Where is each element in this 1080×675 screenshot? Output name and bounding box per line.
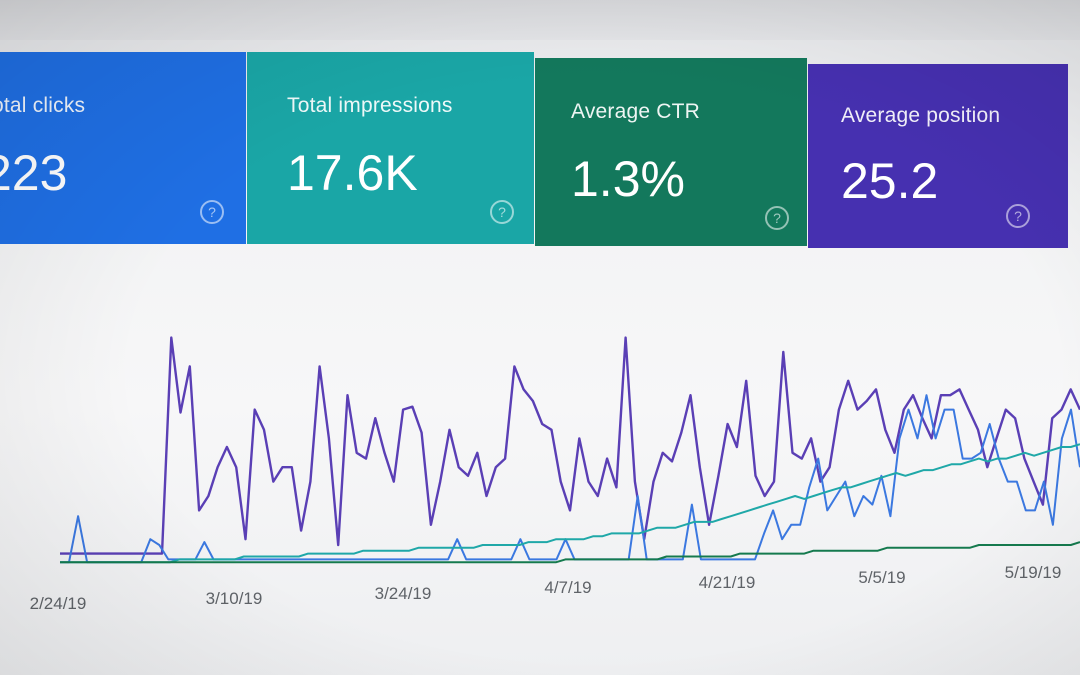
metric-value-clicks: 223 <box>0 145 68 201</box>
help-icon[interactable]: ? <box>765 206 789 230</box>
x-tick-label: 5/19/19 <box>1005 563 1062 582</box>
x-tick-label: 3/10/19 <box>206 589 263 608</box>
metric-label-position: Average position <box>841 104 1001 127</box>
metric-label-clicks: otal clicks <box>0 94 86 117</box>
x-tick-label: 4/21/19 <box>699 573 756 592</box>
x-tick-label: 3/24/19 <box>375 584 432 603</box>
metric-label-impressions: Total impressions <box>287 94 453 117</box>
help-icon[interactable]: ? <box>490 200 514 224</box>
chart-series-line-3 <box>60 541 1080 564</box>
performance-chart: 2/24/19 3/10/19 3/24/19 4/7/19 4/21/19 5/5/19… <box>0 260 1080 660</box>
metric-cards: otal clicks 223 ? Total impressions 17.6… <box>0 48 1080 248</box>
metric-card-total-clicks[interactable]: otal clicks 223 ? <box>0 52 246 244</box>
metric-value-position: 25.2 <box>841 153 939 209</box>
help-icon[interactable]: ? <box>200 200 224 224</box>
x-tick-label: 4/7/19 <box>544 578 591 597</box>
metric-card-total-impressions[interactable]: Total impressions 17.6K ? <box>247 52 534 244</box>
metric-value-impressions: 17.6K <box>287 145 418 201</box>
help-icon[interactable]: ? <box>1006 204 1030 228</box>
performance-chart-svg: 2/24/19 3/10/19 3/24/19 4/7/19 4/21/19 5/5/19… <box>30 336 1080 613</box>
metric-card-average-position[interactable]: Average position 25.2 ? <box>808 64 1068 248</box>
chart-series-line-2 <box>60 443 1080 564</box>
metric-card-average-ctr[interactable]: Average CTR 1.3% ? <box>535 58 807 246</box>
browser-top-strip <box>0 0 1080 40</box>
metric-label-ctr: Average CTR <box>571 100 701 123</box>
metric-value-ctr: 1.3% <box>571 151 685 207</box>
x-tick-label: 5/5/19 <box>858 568 905 587</box>
x-tick-label: 2/24/19 <box>30 594 87 613</box>
chart-series-line-0 <box>60 336 1080 555</box>
